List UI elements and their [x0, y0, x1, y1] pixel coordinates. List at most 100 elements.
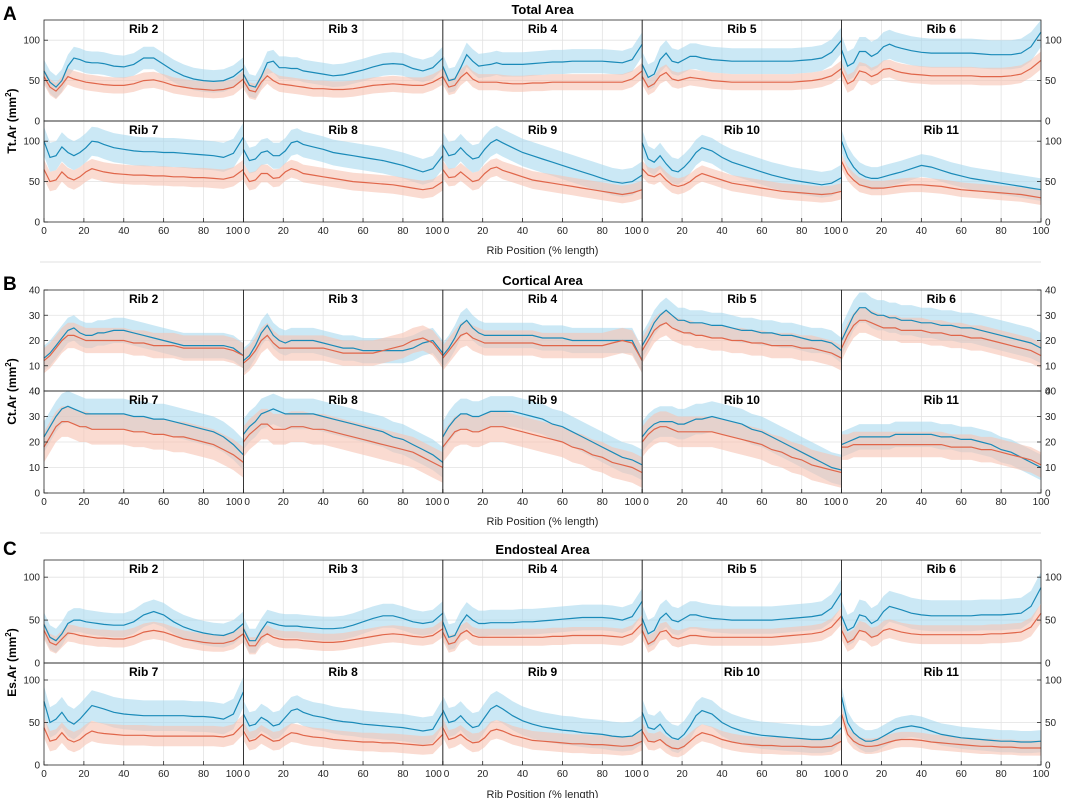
- series-line-red: [841, 319, 1042, 357]
- band-red: [841, 431, 1041, 478]
- series-line-blue: [242, 612, 444, 642]
- series-line-red: [243, 334, 444, 364]
- y-tick-label: 30: [1045, 412, 1057, 423]
- band-red: [442, 614, 643, 653]
- series-line-blue: [242, 708, 444, 732]
- series-line-red: [242, 168, 444, 191]
- x-tick-label: 100: [425, 769, 442, 780]
- subplot-rib-2: Rib 2 0 10 20 30 40: [29, 286, 244, 398]
- x-tick-label: 40: [716, 769, 728, 780]
- y-tick-label: 0: [34, 761, 40, 772]
- x-tick-label: 20: [677, 769, 689, 780]
- x-tick-label: 40: [118, 769, 130, 780]
- subplot-rib-4: Rib 4: [442, 19, 643, 122]
- x-tick-label: 0: [444, 226, 450, 237]
- band-blue: [243, 46, 443, 99]
- series-line-blue: [641, 309, 842, 352]
- panel-c: C Endosteal Area Es.Ar (mm2) Rib Position (…: [3, 539, 1062, 798]
- x-tick-label: 40: [318, 769, 330, 780]
- x-tick-label: 0: [643, 497, 649, 508]
- x-axis-label: Rib Position (% length): [487, 245, 599, 257]
- x-tick-label: 0: [41, 497, 47, 508]
- band-red: [841, 307, 1041, 369]
- series-line-blue: [841, 307, 1042, 349]
- band-red: [243, 620, 443, 655]
- subplot-rib-10: Rib 10 0 20 40 60 80 100: [641, 390, 843, 508]
- series-line-blue: [442, 43, 643, 82]
- band-red: [44, 68, 244, 100]
- x-tick-label: 80: [198, 497, 210, 508]
- subplot-rib-8: Rib 8 0 20 40 60 80 100: [242, 120, 444, 237]
- subplot-rib-4: Rib 4: [442, 559, 643, 664]
- y-tick-label: 100: [1045, 676, 1062, 687]
- series-line-blue: [841, 696, 1042, 743]
- x-tick-label: 60: [756, 769, 768, 780]
- x-tick-label: 20: [677, 497, 689, 508]
- y-tick-label: 0: [1045, 489, 1051, 500]
- y-tick-label: 40: [1045, 286, 1057, 297]
- y-axis-label: Tt.Ar (mm2): [4, 88, 19, 153]
- rib-title: Rib 7: [129, 665, 159, 679]
- band-blue: [243, 601, 443, 653]
- rib-title: Rib 2: [129, 292, 159, 306]
- section-title: Endosteal Area: [495, 542, 590, 557]
- x-tick-label: 60: [956, 497, 968, 508]
- y-axis-label: Es.Ar (mm2): [4, 628, 19, 696]
- rib-title: Rib 6: [927, 22, 957, 36]
- series-line-red: [242, 74, 444, 93]
- x-tick-label: 40: [118, 226, 130, 237]
- x-tick-label: 100: [625, 497, 642, 508]
- rib-title: Rib 11: [924, 665, 960, 679]
- x-tick-label: 20: [876, 769, 888, 780]
- series-line-blue: [442, 704, 643, 738]
- rib-title: Rib 5: [727, 562, 757, 576]
- series-line-blue: [43, 57, 244, 88]
- series-line-red: [442, 332, 643, 361]
- series-line-blue: [641, 592, 843, 635]
- x-tick-label: 0: [244, 769, 250, 780]
- series-line-red: [43, 723, 244, 743]
- y-tick-label: 100: [23, 36, 40, 47]
- x-tick-label: 60: [158, 497, 170, 508]
- series-line-red: [442, 70, 643, 88]
- y-tick-label: 0: [34, 659, 40, 670]
- subplot-rib-8: Rib 8 0 20 40 60 80 100: [242, 662, 444, 780]
- band-red: [44, 406, 244, 478]
- subplot-frame: [841, 662, 1042, 766]
- rib-title: Rib 4: [528, 562, 558, 576]
- y-axis-label-tail: ): [5, 88, 19, 92]
- band-blue: [442, 125, 643, 197]
- series-line-red: [641, 615, 843, 645]
- subplot-rib-6: Rib 6 0 50 100: [841, 559, 1062, 670]
- x-tick-label: 100: [226, 769, 243, 780]
- subplot-rib-5: Rib 5: [641, 289, 843, 392]
- y-tick-label: 0: [1045, 761, 1051, 772]
- x-tick-label: 20: [677, 226, 689, 237]
- series-line-red: [641, 168, 842, 196]
- x-tick-label: 80: [796, 226, 808, 237]
- y-axis-label-sup: 2: [4, 92, 13, 97]
- series-line-red: [43, 75, 244, 92]
- series-line-red: [442, 623, 643, 645]
- y-tick-label: 10: [29, 361, 41, 372]
- panel-b: B Cortical Area Ct.Ar (mm2) Rib Position (%…: [3, 273, 1057, 534]
- rib-title: Rib 5: [727, 22, 757, 36]
- x-tick-label: 40: [517, 769, 529, 780]
- series-line-blue: [442, 600, 643, 639]
- rib-title: Rib 6: [927, 292, 957, 306]
- rib-title: Rib 3: [328, 562, 358, 576]
- y-tick-label: 100: [23, 676, 40, 687]
- band-red: [642, 722, 842, 758]
- rib-title: Rib 8: [328, 393, 358, 407]
- rib-title: Rib 8: [328, 665, 358, 679]
- y-tick-label: 50: [1045, 616, 1057, 627]
- y-tick-label: 100: [23, 137, 40, 148]
- x-tick-label: 60: [956, 769, 968, 780]
- rib-title: Rib 8: [328, 123, 358, 137]
- series-line-blue: [841, 587, 1042, 632]
- x-tick-label: 60: [756, 497, 768, 508]
- rib-title: Rib 3: [328, 22, 358, 36]
